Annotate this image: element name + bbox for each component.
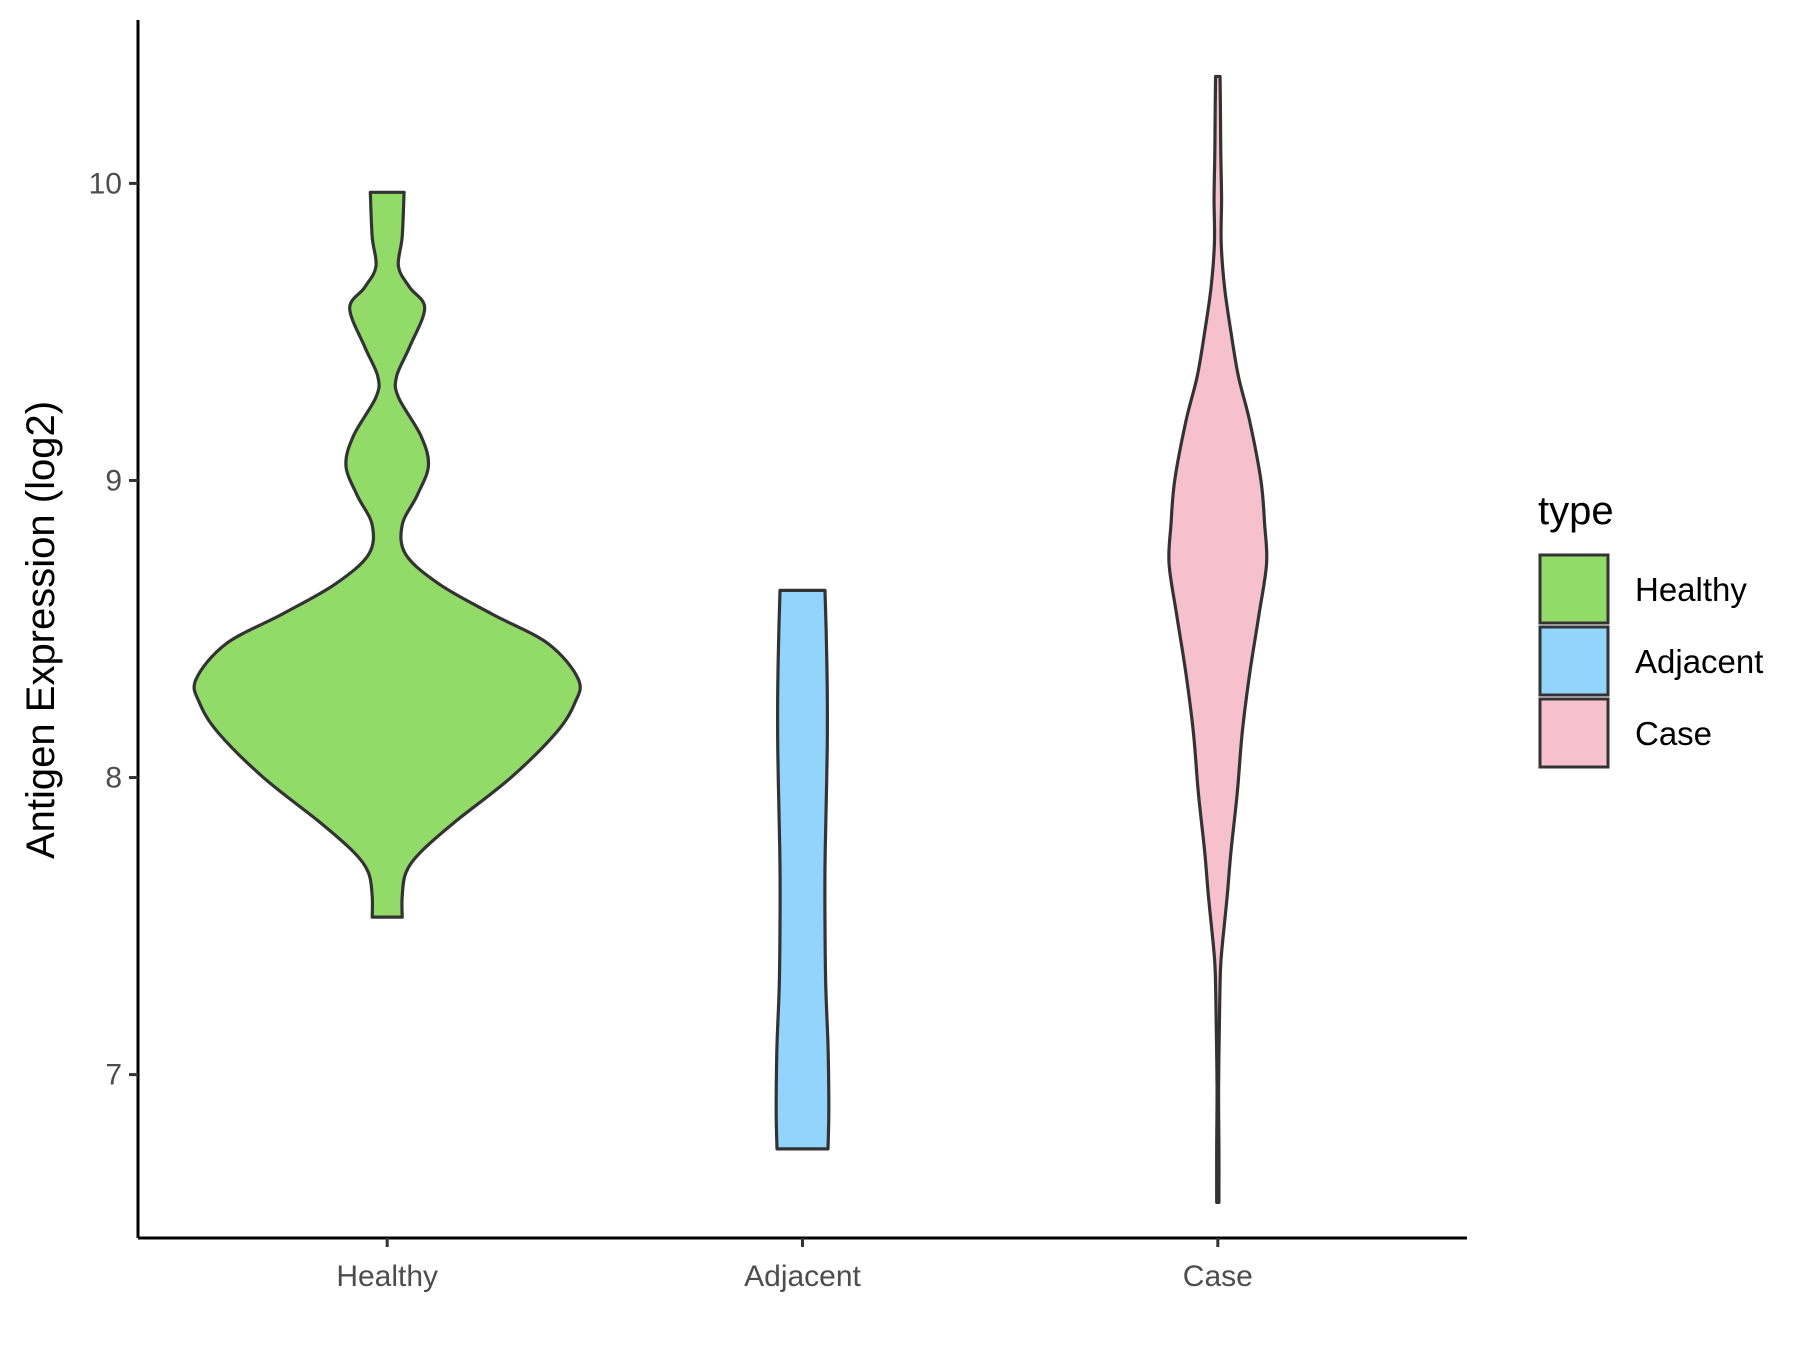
legend-swatch-adjacent	[1538, 625, 1610, 697]
legend-title: type	[1538, 489, 1614, 533]
y-tick-label: 10	[89, 167, 122, 200]
x-tick-label: Case	[1183, 1260, 1253, 1293]
x-tick-label: Healthy	[336, 1260, 438, 1293]
violin-case	[1167, 74, 1269, 1204]
legend-label-healthy: Healthy	[1635, 571, 1747, 608]
x-tick-label: Adjacent	[744, 1260, 861, 1293]
legend-swatch-healthy	[1538, 553, 1610, 625]
y-axis-title: Antigen Expression (log2)	[19, 401, 63, 859]
legend: type Healthy Adjacent Case	[1538, 489, 1763, 769]
violin-adjacent	[774, 588, 831, 1151]
legend-label-adjacent: Adjacent	[1635, 643, 1763, 680]
y-tick-label: 7	[105, 1059, 122, 1092]
y-tick-label: 8	[105, 762, 122, 795]
violin-healthy	[192, 190, 582, 919]
y-tick-label: 9	[105, 464, 122, 497]
axes-group: 7 8 9 10 Healthy Adjacent Case	[89, 20, 1467, 1293]
legend-swatch-case	[1538, 697, 1610, 769]
violins-group	[192, 74, 1269, 1204]
legend-label-case: Case	[1635, 715, 1712, 752]
